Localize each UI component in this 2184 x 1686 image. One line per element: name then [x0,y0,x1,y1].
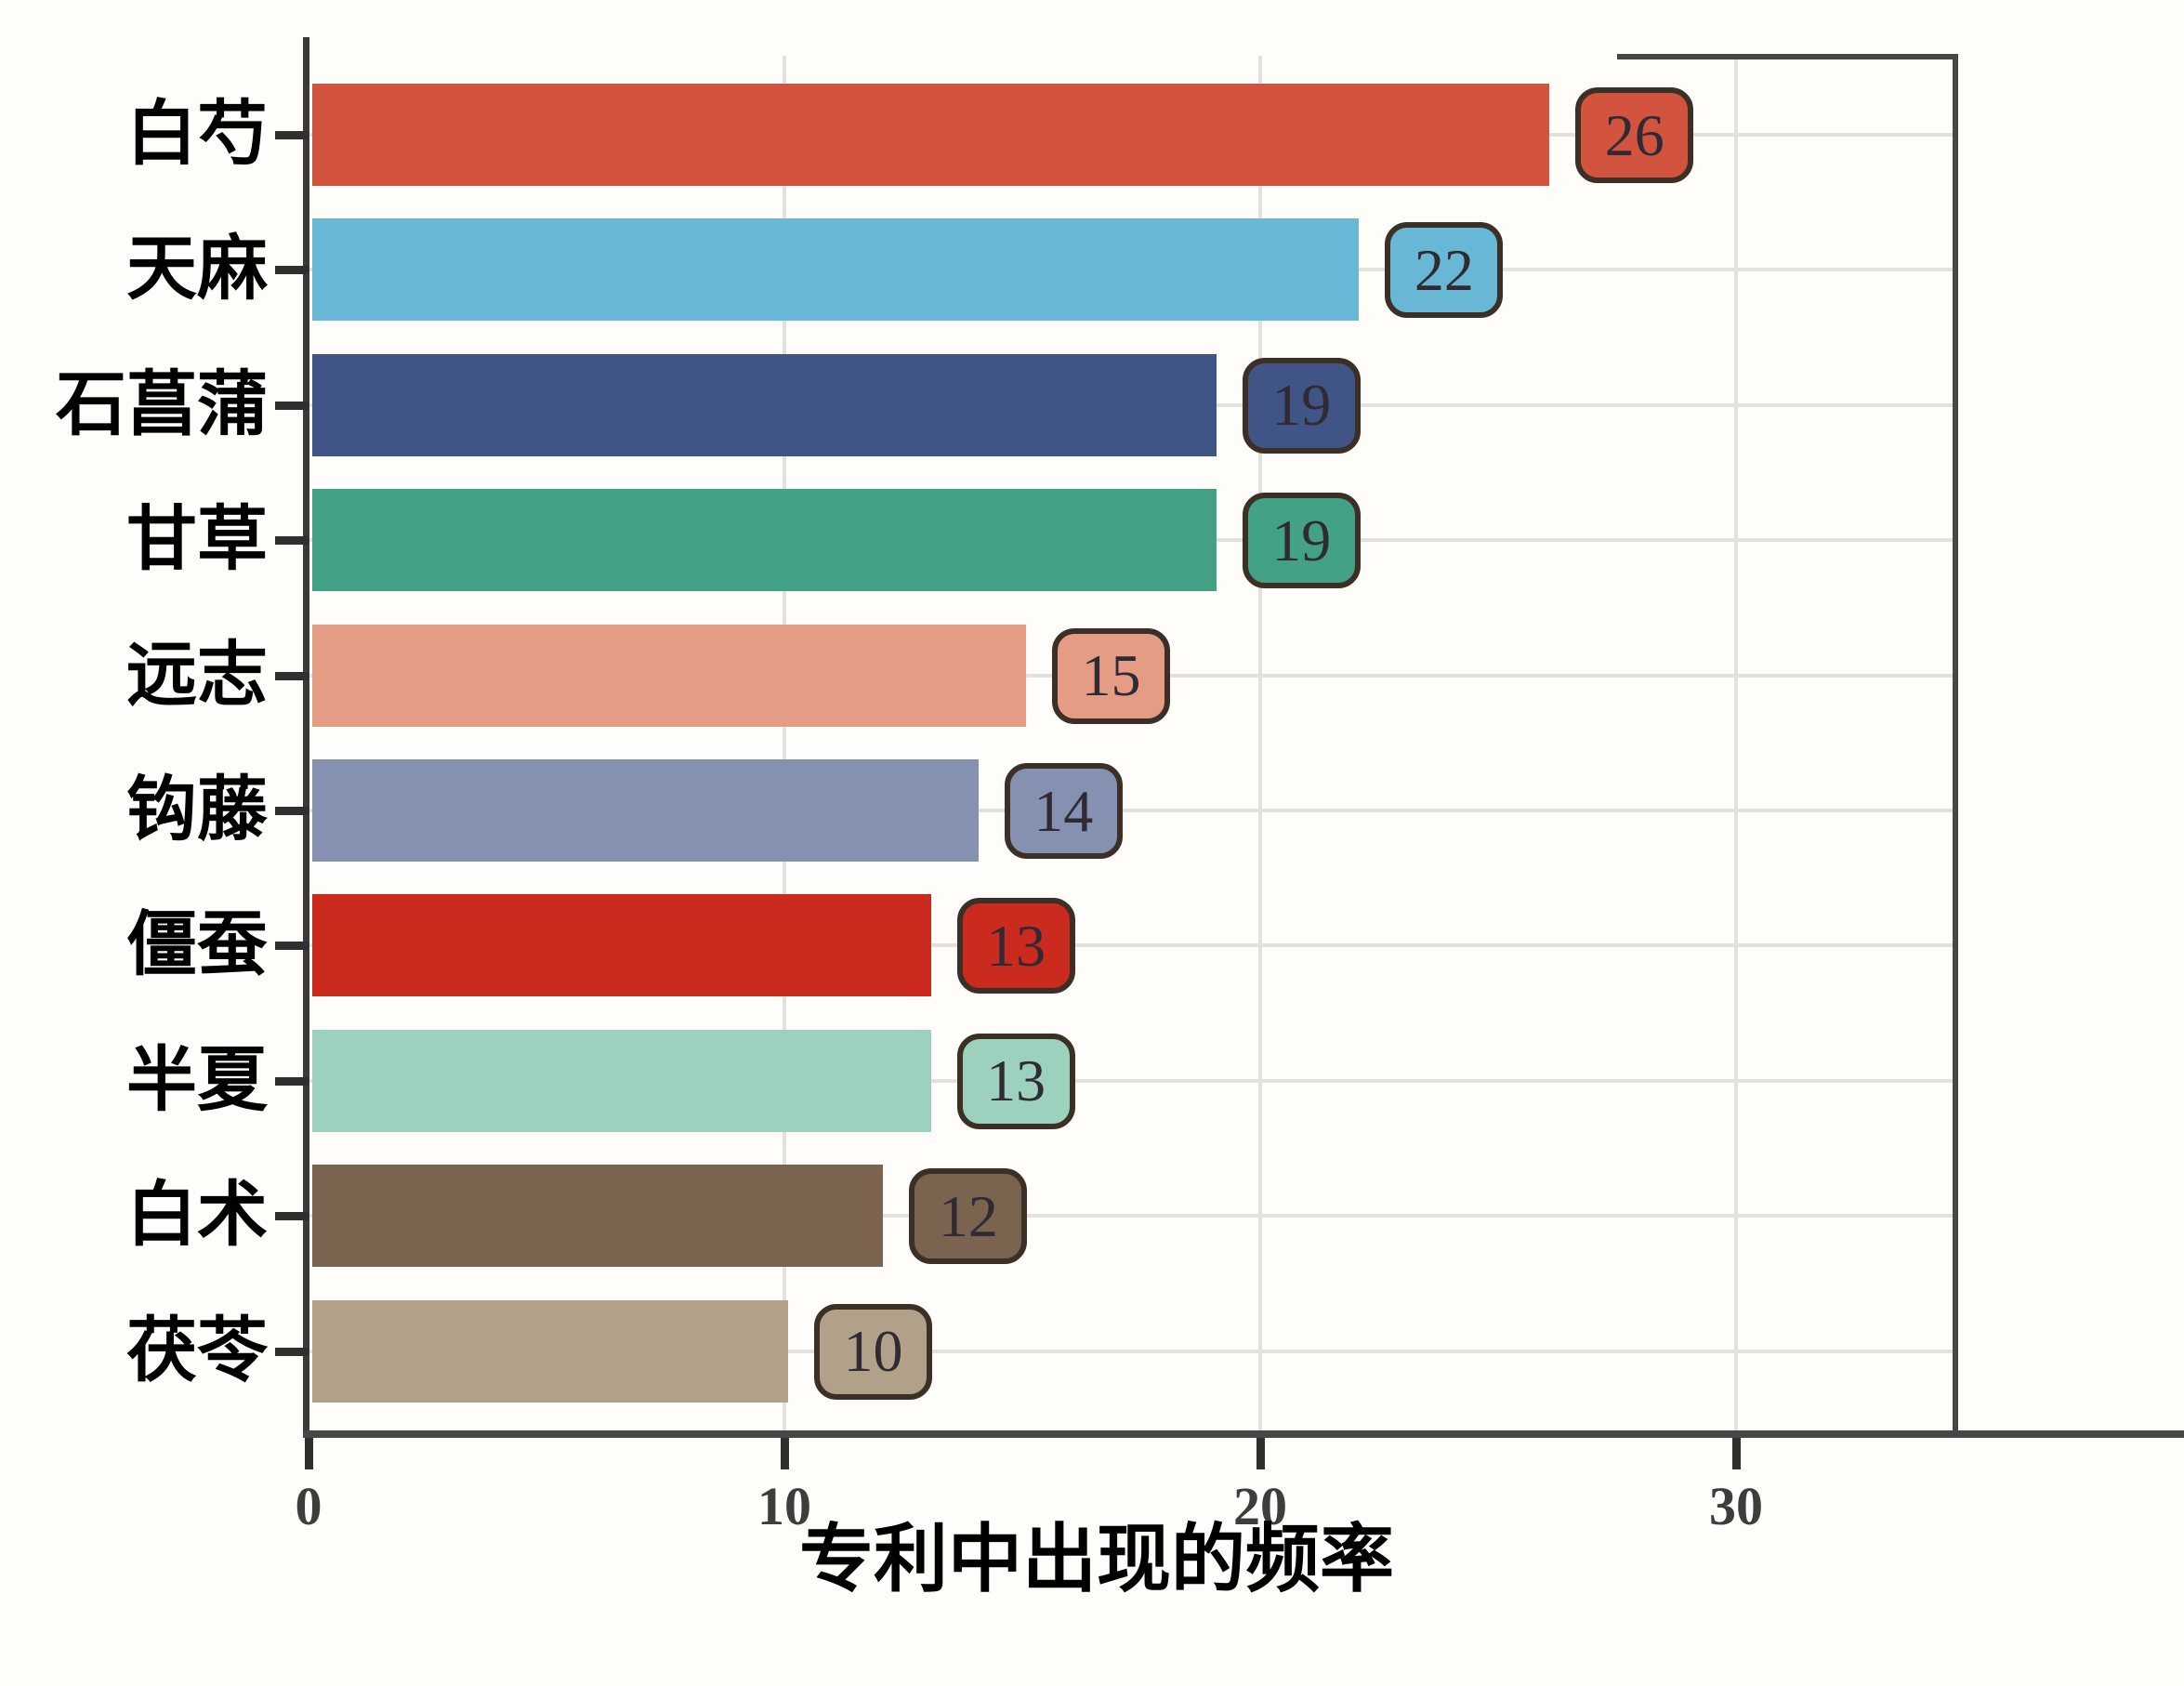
x-axis-tick [1256,1438,1265,1469]
bar [312,624,1026,727]
category-label: 白芍 [126,95,268,174]
category-label: 远志 [126,635,268,715]
category-label: 石菖蒲 [56,364,268,444]
horizontal-gridline [309,1349,1956,1353]
horizontal-gridline [309,1078,1956,1083]
bar [312,1029,931,1132]
bar [312,1299,788,1403]
category-label: 僵蚕 [126,905,268,985]
y-axis-tick [275,671,309,680]
x-tick-label: 10 [757,1476,811,1536]
x-axis-tick [1732,1438,1741,1469]
x-axis-title: 专利中出现的频率 [799,1518,1394,1600]
bar [312,759,979,862]
value-badge: 13 [956,1033,1075,1129]
value-badge: 22 [1385,222,1504,319]
value-badge: 15 [1052,627,1170,724]
bar [312,1165,884,1268]
value-badge: 13 [956,898,1075,994]
y-axis-tick [275,536,309,546]
vertical-gridline [1258,56,1262,1434]
value-badge: 19 [1242,357,1361,454]
bar [312,84,1550,186]
bar [312,894,931,997]
y-axis-tick [275,1076,309,1086]
category-label: 半夏 [126,1040,268,1120]
y-axis-tick [275,807,309,815]
value-badge: 26 [1575,87,1694,183]
plot-top-border [1617,54,1958,59]
x-tick-label: 20 [1233,1476,1287,1536]
y-axis-tick [275,401,309,410]
y-axis-tick [275,131,309,139]
x-axis-tick [305,1438,313,1469]
y-axis-tick [275,1347,309,1356]
category-label: 茯苓 [126,1311,268,1390]
y-axis-line [303,37,309,1438]
value-badge: 14 [1004,763,1123,859]
horizontal-gridline [309,809,1956,812]
vertical-gridline [1734,56,1738,1434]
bar [312,489,1217,592]
category-label: 甘草 [126,500,268,580]
value-badge: 19 [1242,493,1361,589]
category-label: 钩藤 [126,771,268,850]
bar [312,353,1217,456]
vertical-gridline [783,56,786,1434]
x-axis-tick [781,1438,789,1469]
bar [312,218,1360,322]
category-label: 天麻 [126,230,268,310]
value-badge: 10 [814,1303,932,1400]
category-label: 白术 [126,1176,268,1256]
y-axis-tick [275,942,309,951]
x-tick-label: 0 [295,1476,322,1536]
horizontal-gridline [309,1214,1956,1218]
y-axis-tick [275,1212,309,1221]
y-axis-tick [275,266,309,275]
horizontal-gridline [309,943,1956,948]
plot-right-border [1953,56,1958,1434]
x-axis-line [303,1430,2184,1438]
value-badge: 12 [909,1168,1028,1265]
x-tick-label: 30 [1709,1476,1763,1536]
